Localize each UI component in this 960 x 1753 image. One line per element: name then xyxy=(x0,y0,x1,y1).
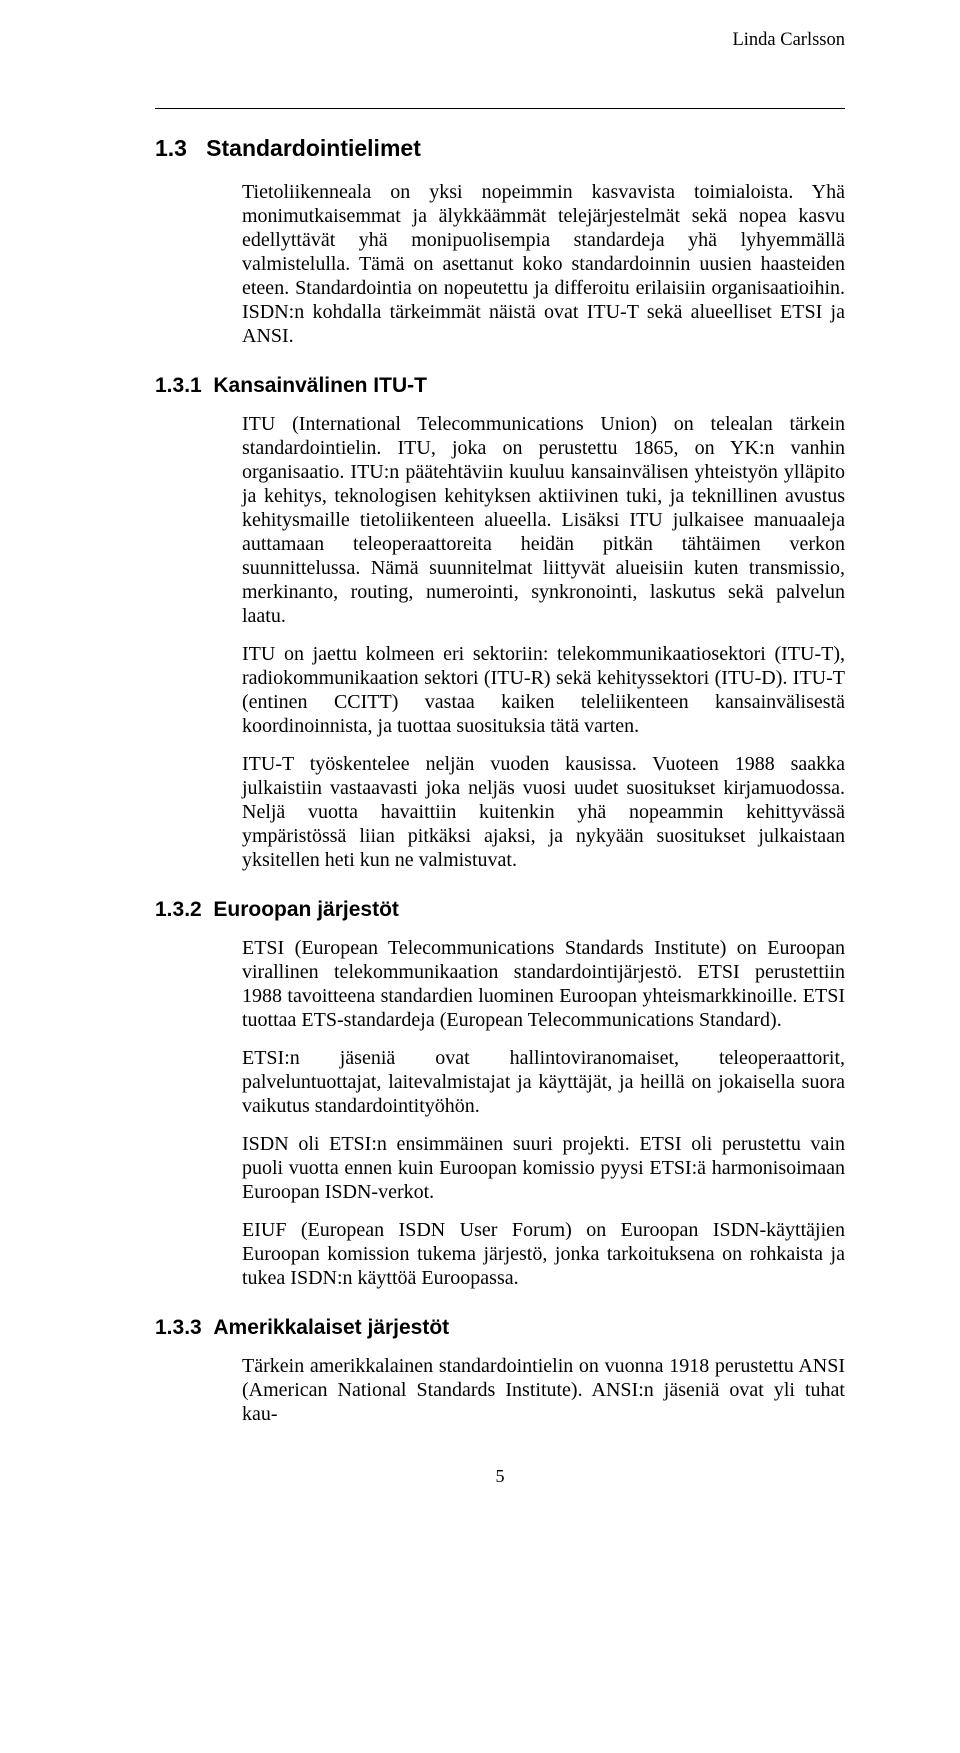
paragraph: ITU (International Telecommunications Un… xyxy=(242,412,845,628)
header-divider xyxy=(155,108,845,109)
paragraph: ITU-T työskentelee neljän vuoden kausiss… xyxy=(242,752,845,872)
page-number: 5 xyxy=(155,1466,845,1487)
heading-1-3-1: 1.3.1 Kansainvälinen ITU-T xyxy=(155,374,845,398)
paragraph: ETSI (European Telecommunications Standa… xyxy=(242,936,845,1032)
heading-1-3: 1.3 Standardointielimet xyxy=(155,135,845,162)
running-head-author: Linda Carlsson xyxy=(732,30,845,51)
heading-number: 1.3.1 xyxy=(155,374,202,397)
paragraph: ISDN oli ETSI:n ensimmäinen suuri projek… xyxy=(242,1132,845,1204)
heading-title: Amerikkalaiset järjestöt xyxy=(213,1316,449,1339)
heading-number: 1.3 xyxy=(155,135,187,161)
section-1-3-3-body: Tärkein amerikkalainen standardointielin… xyxy=(242,1354,845,1426)
section-1-3-body: Tietoliikenneala on yksi nopeimmin kasva… xyxy=(242,180,845,348)
section-1-3-1-body: ITU (International Telecommunications Un… xyxy=(242,412,845,872)
heading-number: 1.3.3 xyxy=(155,1316,202,1339)
heading-1-3-3: 1.3.3 Amerikkalaiset järjestöt xyxy=(155,1316,845,1340)
paragraph: EIUF (European ISDN User Forum) on Euroo… xyxy=(242,1218,845,1290)
heading-1-3-2: 1.3.2 Euroopan järjestöt xyxy=(155,898,845,922)
paragraph: ITU on jaettu kolmeen eri sektoriin: tel… xyxy=(242,642,845,738)
section-1-3-2-body: ETSI (European Telecommunications Standa… xyxy=(242,936,845,1290)
heading-title: Kansainvälinen ITU-T xyxy=(213,374,427,397)
heading-title: Euroopan järjestöt xyxy=(213,898,399,921)
document-page: Linda Carlsson 1.3 Standardointielimet T… xyxy=(0,0,960,1547)
paragraph: ETSI:n jäseniä ovat hallintoviranomaiset… xyxy=(242,1046,845,1118)
heading-number: 1.3.2 xyxy=(155,898,202,921)
paragraph: Tärkein amerikkalainen standardointielin… xyxy=(242,1354,845,1426)
heading-title: Standardointielimet xyxy=(206,135,421,161)
paragraph: Tietoliikenneala on yksi nopeimmin kasva… xyxy=(242,180,845,348)
